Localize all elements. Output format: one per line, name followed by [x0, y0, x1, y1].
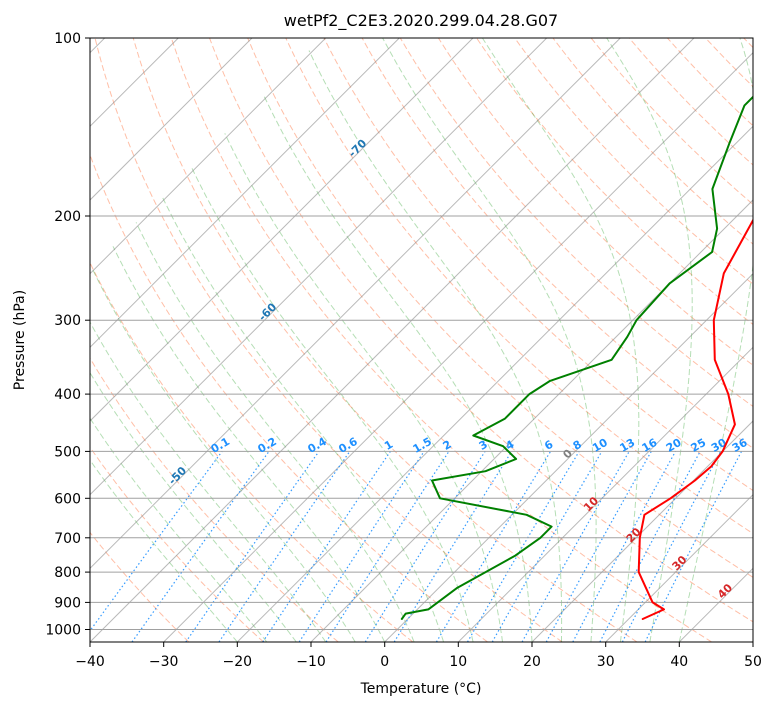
chart-title: wetPf2_C2E3.2020.299.04.28.G07	[284, 11, 558, 31]
moist-adiabats	[90, 38, 753, 642]
x-tick-label: −10	[296, 654, 326, 670]
mixing-ratio-line	[621, 451, 722, 642]
y-tick-label: 100	[54, 31, 81, 47]
y-tick-label: 700	[54, 531, 81, 547]
isotherm-line	[90, 38, 253, 201]
mixing-ratio-line	[131, 451, 270, 642]
isotherm-line	[90, 38, 327, 275]
moist-adiabat-line	[135, 222, 415, 642]
x-tick-label: −40	[75, 654, 105, 670]
y-tick-label: 200	[54, 209, 81, 225]
isotherm-line	[605, 493, 753, 642]
moist-adiabat-line	[308, 50, 563, 642]
moist-adiabat-line	[161, 195, 445, 642]
mixing-ratio-line	[262, 451, 391, 642]
dry-adiabat-line	[90, 153, 488, 642]
y-axis: 100 200 300 400 500 600 700 800 900 1000	[45, 31, 90, 639]
x-tick-label: 20	[523, 654, 541, 670]
moist-adiabat-line	[112, 246, 386, 642]
isotherm-line	[384, 272, 753, 642]
y-tick-label: 800	[54, 565, 81, 581]
dry-adiabat-line	[132, 38, 638, 642]
plot-frame	[89, 37, 754, 643]
mixing-ratio-line	[393, 451, 513, 642]
dry-adiabat-line	[399, 38, 753, 408]
x-axis-label: Temperature (°C)	[360, 681, 482, 697]
y-tick-label: 400	[54, 387, 81, 403]
moist-adiabat-line	[190, 166, 474, 642]
pressure-gridlines	[90, 38, 753, 630]
isotherm-line	[531, 420, 753, 642]
dry-adiabat-line	[247, 38, 753, 578]
dry-adiabat-line	[94, 38, 563, 642]
moist-adiabat-line	[481, 38, 640, 642]
isotherm-line	[90, 38, 621, 570]
y-tick-label: 1000	[45, 623, 81, 639]
x-tick-label: 30	[597, 654, 615, 670]
moist-adiabat-line	[382, 38, 597, 642]
mixing-ratio-line	[545, 451, 652, 642]
isotherm-line	[163, 51, 753, 642]
dry-adiabat-line	[209, 38, 753, 623]
mixing-ratio-line	[218, 451, 351, 642]
moist-adiabat-line	[263, 95, 533, 642]
moist-adiabat-line	[90, 417, 268, 642]
mixing-ratio-line	[90, 451, 223, 632]
mixing-ratio-line	[298, 451, 425, 642]
mixing-ratio-line	[572, 451, 677, 642]
x-axis: −40 −30 −20 −10 0 10 20 30 40 50	[75, 642, 762, 670]
mixing-ratio-line	[644, 451, 743, 642]
mixing-ratio-line	[521, 451, 630, 642]
x-tick-label: 50	[744, 654, 762, 670]
isotherm-line	[90, 38, 548, 496]
x-tick-label: −20	[223, 654, 253, 670]
temperature-profile-line	[637, 218, 753, 620]
isotherm-line	[90, 38, 474, 422]
moist-adiabat-line	[91, 267, 356, 642]
moist-adiabat-line	[90, 321, 327, 642]
x-tick-label: 40	[670, 654, 688, 670]
isotherm-line	[310, 199, 753, 642]
y-tick-label: 900	[54, 595, 81, 611]
x-tick-label: −30	[149, 654, 179, 670]
mixing-ratio-lines	[90, 451, 743, 642]
dry-adiabat-line	[90, 531, 190, 642]
y-tick-label: 500	[54, 444, 81, 460]
y-tick-label: 300	[54, 313, 81, 329]
y-axis-label: Pressure (hPa)	[12, 290, 28, 390]
moist-adiabat-line	[606, 38, 693, 642]
x-tick-label: 10	[449, 654, 467, 670]
isotherm-line	[90, 38, 695, 642]
dewpoint-profile-line	[400, 95, 753, 620]
y-tick-label: 600	[54, 491, 81, 507]
mixing-ratio-line	[185, 451, 320, 642]
isotherm-line	[457, 346, 753, 642]
isotherm-line	[90, 38, 400, 349]
isotherm-line	[236, 125, 753, 642]
moist-adiabat-line	[678, 38, 753, 642]
skewed-isotherms	[90, 38, 753, 642]
moist-adiabat-line	[90, 459, 238, 642]
dry-adiabat-line	[514, 38, 753, 285]
x-tick-label: 0	[380, 654, 389, 670]
mixing-ratio-line	[325, 451, 450, 642]
dry-adiabat-line	[90, 446, 264, 642]
sounding-series	[400, 95, 753, 620]
dry-adiabat-line	[437, 38, 753, 366]
dry-adiabat-line	[90, 357, 339, 642]
